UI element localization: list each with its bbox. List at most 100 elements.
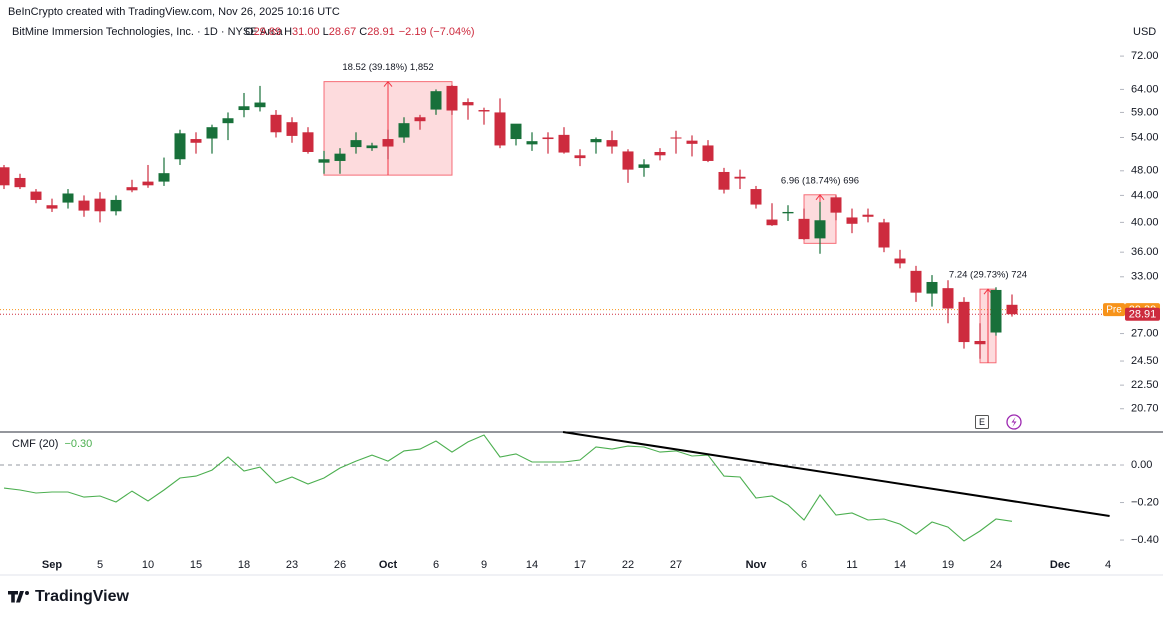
candle-body [638,164,650,168]
series-title: BitMine Immersion Technologies, Inc. · 1… [12,26,284,38]
candle-body [302,132,314,152]
candle-body [398,123,410,138]
x-tick-label: 27 [670,559,682,571]
ohlc-value: 29.89 [254,26,282,38]
x-tick-label: Dec [1050,559,1070,571]
candle-body [926,281,938,294]
y-tick-label: 64.00 [1131,83,1159,95]
x-tick-label: 6 [801,559,807,571]
lightning-icon [1011,417,1017,427]
candle-body [702,145,714,161]
candle-body [670,137,682,139]
x-tick-label: 24 [990,559,1002,571]
x-tick-label: 17 [574,559,586,571]
event-box[interactable] [975,415,989,429]
x-tick-label: Sep [42,559,62,571]
dividend-icon[interactable] [1006,414,1022,430]
change: −2.19 (−7.04%) [399,26,475,38]
candle-body [318,159,330,163]
candle-body [430,91,442,110]
candle-body [1006,304,1018,315]
brand-logo [8,591,24,603]
candle-body [590,139,602,143]
brand: TradingView [35,588,130,605]
ohlc-legend: O29.89 H31.00 L28.67 C28.91 −2.19 (−7.04%) [245,26,475,38]
x-tick-label: 15 [190,559,202,571]
candle-body [158,173,170,182]
candle-body [974,340,986,345]
candle-body [222,118,234,124]
currency: USD [1133,26,1156,38]
candle-body [0,167,10,186]
candle-body [142,181,154,186]
ohlc-key: H [284,26,292,38]
candle-body [526,141,538,145]
candle-body [894,258,906,264]
y-tick-label: 59.00 [1131,106,1159,118]
event-marker[interactable]: E [979,417,985,427]
x-tick-label: 26 [334,559,346,571]
y-tick-label: 54.00 [1131,131,1159,143]
price-tag: Pre [1106,305,1122,316]
candle-body [14,177,26,188]
y-tick-label: −0.40 [1131,534,1159,546]
x-tick-label: 14 [894,559,906,571]
candle-body [830,197,842,213]
x-tick-label: 11 [846,559,857,571]
candle-body [686,140,698,144]
indicator-legend: CMF (20) −0.30 [12,438,92,450]
x-tick-label: 10 [142,559,154,571]
candle-body [254,102,266,108]
measure-label: 7.24 (29.73%) 724 [949,270,1027,281]
y-tick-label: 33.00 [1131,271,1159,283]
candle-body [734,176,746,179]
measure-label: 6.96 (18.74%) 696 [781,175,859,186]
candle-body [478,110,490,112]
brand-logo-dot [25,591,29,595]
y-tick-label: 44.00 [1131,189,1159,201]
y-tick-label: 0.00 [1131,459,1152,471]
candle-body [446,85,458,111]
candle-body [878,222,890,248]
candles [0,80,1120,364]
candle-body [350,140,362,148]
candle-body [366,145,378,149]
trendline [562,431,1110,518]
candle-body [190,139,202,143]
y-tick-label: 40.00 [1131,216,1159,228]
candle-body [718,171,730,190]
candle-body [862,214,874,217]
x-tick-label: 14 [526,559,538,571]
y-tick-label: 36.00 [1131,246,1159,258]
y-tick-label: 24.50 [1131,355,1159,367]
y-tick-label: 48.00 [1131,165,1159,177]
candle-body [334,153,346,161]
price-label: 28.91 [1129,309,1157,321]
x-tick-label: 19 [942,559,954,571]
indicator-title: CMF (20) [12,438,58,450]
candle-body [622,151,634,170]
candle-body [62,193,74,203]
ohlc-value: 28.67 [329,26,357,38]
x-tick-label: 18 [238,559,250,571]
y-tick-label: 72.00 [1131,50,1159,62]
ohlc-value: 28.91 [367,26,395,38]
candle-body [606,140,618,147]
candle-body [766,219,778,226]
candle-body [558,134,570,153]
candle-body [782,211,794,214]
x-tick-label: Oct [379,559,398,571]
y-tick-label: 20.70 [1131,403,1159,415]
y-tick-label: −0.20 [1131,496,1159,508]
candle-body [270,114,282,133]
candle-body [414,117,426,122]
price-tag-box [1103,303,1125,317]
x-tick-label: 6 [433,559,439,571]
candle-body [206,127,218,139]
indicator-value: −0.30 [64,438,92,450]
candle-body [30,191,42,200]
ohlc-key: C [359,26,367,38]
candle-body [46,205,58,209]
candle-body [846,217,858,224]
